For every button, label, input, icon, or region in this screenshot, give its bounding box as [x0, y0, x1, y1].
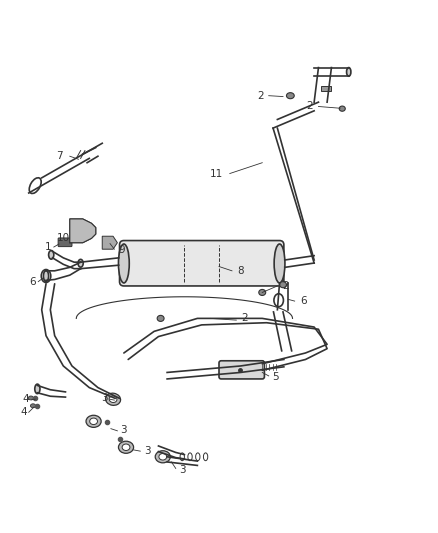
- Text: 3: 3: [179, 465, 186, 475]
- Text: 1: 1: [45, 242, 52, 252]
- Text: 4: 4: [20, 407, 27, 417]
- Ellipse shape: [78, 260, 83, 267]
- FancyBboxPatch shape: [219, 361, 265, 379]
- FancyBboxPatch shape: [58, 238, 72, 247]
- Ellipse shape: [90, 418, 98, 425]
- Text: 3: 3: [101, 393, 108, 403]
- Text: 6: 6: [29, 277, 35, 287]
- Text: 6: 6: [300, 296, 307, 306]
- Text: 2: 2: [242, 313, 248, 324]
- Ellipse shape: [28, 396, 33, 400]
- Text: 2: 2: [307, 101, 313, 111]
- Ellipse shape: [274, 244, 285, 283]
- Ellipse shape: [122, 444, 130, 450]
- Ellipse shape: [86, 415, 101, 427]
- Ellipse shape: [118, 441, 134, 453]
- Ellipse shape: [259, 289, 266, 295]
- Ellipse shape: [157, 316, 164, 321]
- Ellipse shape: [31, 404, 35, 408]
- Text: 10: 10: [57, 233, 70, 244]
- Text: 2: 2: [283, 281, 290, 291]
- Ellipse shape: [35, 384, 40, 394]
- Text: 9: 9: [118, 245, 125, 255]
- Ellipse shape: [43, 271, 49, 281]
- Text: 3: 3: [145, 446, 151, 456]
- Text: 2: 2: [257, 91, 263, 101]
- Ellipse shape: [118, 244, 129, 283]
- Text: 8: 8: [237, 266, 244, 276]
- Ellipse shape: [279, 281, 286, 288]
- Text: 4: 4: [22, 394, 29, 404]
- FancyBboxPatch shape: [321, 86, 332, 91]
- Ellipse shape: [49, 251, 54, 259]
- Ellipse shape: [346, 68, 351, 76]
- Polygon shape: [102, 236, 117, 249]
- Ellipse shape: [106, 393, 120, 406]
- Ellipse shape: [155, 451, 170, 463]
- Text: 5: 5: [272, 372, 279, 382]
- Text: 11: 11: [210, 168, 223, 179]
- Text: 3: 3: [120, 425, 127, 435]
- Polygon shape: [70, 219, 96, 243]
- Ellipse shape: [339, 106, 345, 111]
- Text: 7: 7: [56, 151, 62, 161]
- Ellipse shape: [159, 454, 167, 460]
- Ellipse shape: [109, 396, 117, 402]
- FancyBboxPatch shape: [120, 240, 284, 286]
- Ellipse shape: [286, 93, 294, 99]
